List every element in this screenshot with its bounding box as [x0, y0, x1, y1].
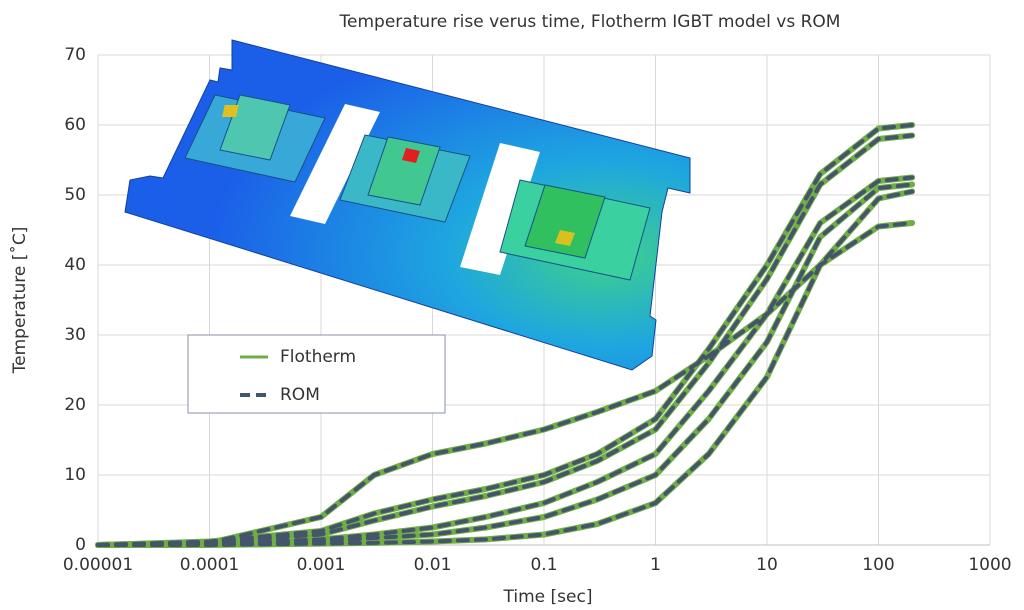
- chart: Flotherm ROM Temperature rise verus time,…: [0, 0, 1024, 610]
- x-tick-label: 0.01: [414, 555, 452, 575]
- y-tick-label: 60: [64, 115, 86, 135]
- y-tick-label: 0: [75, 535, 86, 555]
- chart-title: Temperature rise verus time, Flotherm IG…: [339, 12, 841, 32]
- y-tick-label: 50: [64, 185, 86, 205]
- y-tick-label: 30: [64, 325, 86, 345]
- legend-label: Flotherm: [280, 347, 356, 367]
- y-tick-label: 40: [64, 255, 86, 275]
- y-tick-label: 20: [64, 395, 86, 415]
- x-tick-label: 0.00001: [63, 555, 133, 575]
- y-axis-label: Temperature [˚C]: [9, 227, 30, 375]
- x-tick-label: 10: [756, 555, 778, 575]
- x-tick-label: 1: [650, 555, 661, 575]
- x-tick-label: 0.001: [297, 555, 346, 575]
- x-axis-label: Time [sec]: [503, 587, 593, 607]
- y-tick-label: 70: [64, 45, 86, 65]
- x-tick-label: 0.0001: [180, 555, 239, 575]
- x-tick-label: 1000: [968, 555, 1011, 575]
- x-tick-label: 100: [862, 555, 894, 575]
- x-tick-label: 0.1: [530, 555, 557, 575]
- y-tick-label: 10: [64, 465, 86, 485]
- legend-label: ROM: [280, 385, 320, 405]
